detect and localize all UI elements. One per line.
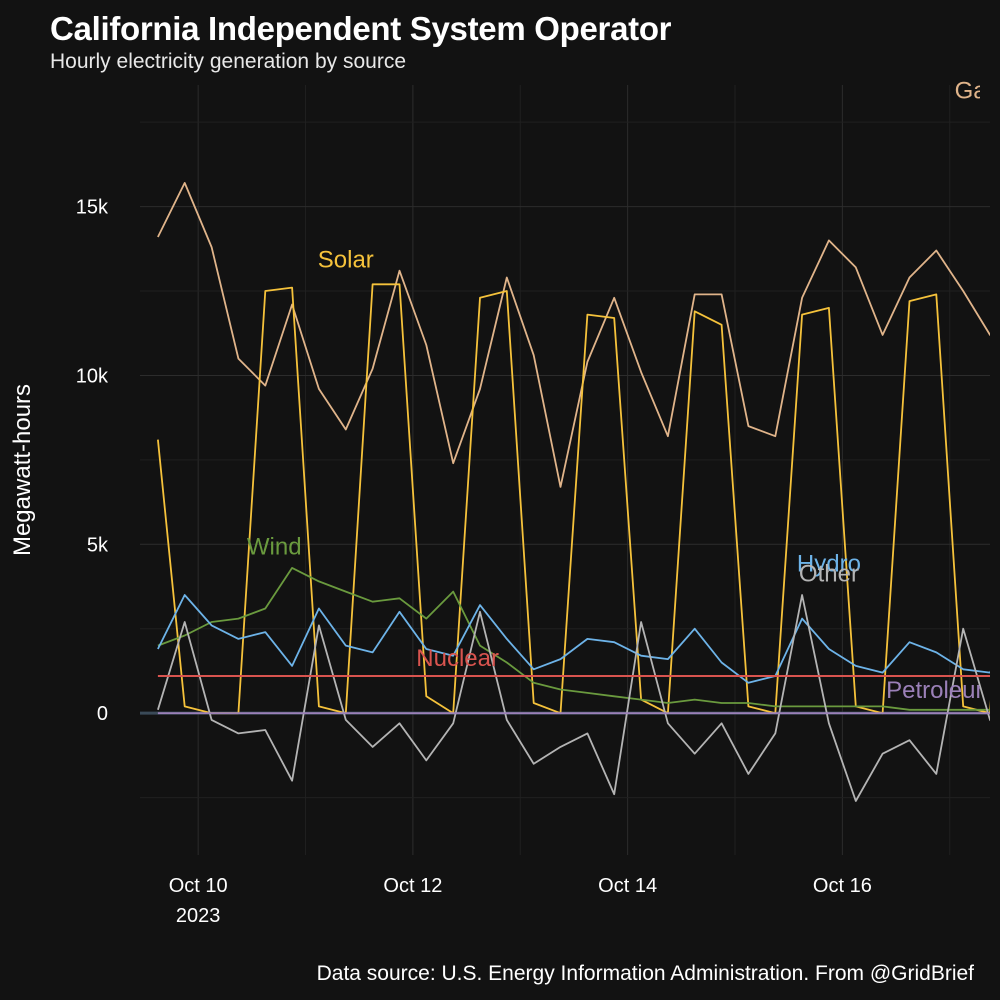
x-tick-label: Oct 14 [598,875,657,897]
x-tick-label: Oct 10 [169,875,228,897]
series-label-nuclear: Nuclear [416,645,499,672]
x-tick-label: Oct 12 [383,875,442,897]
series-lines [157,181,990,802]
y-tick-label: 15k [76,197,109,219]
x-tick-label: Oct 16 [813,875,872,897]
series-line-wind [157,567,990,711]
chart-subtitle: Hourly electricity generation by source [50,50,406,73]
series-line-gas [157,181,990,488]
y-tick-label: 5k [87,534,109,556]
series-label-wind: Wind [247,533,302,560]
x-tick-year: 2023 [176,905,221,927]
y-axis-label: Megawatt-hours [9,384,36,556]
series-line-other [157,594,990,802]
y-tick-label: 0 [97,703,108,725]
series-line-hydro [157,594,990,684]
y-tick-label: 10k [76,365,109,387]
axes: 0 5k 10k 15k Oct 10 2023 Oct 12 Oct 14 Oct 16 [76,197,872,927]
chart-title: California Independent System Operator [50,10,672,47]
series-line-solar [157,283,990,715]
series-label-petroleum: Petroleum [886,677,995,704]
series-label-solar: Solar [318,246,374,273]
data-source-note: Data source: U.S. Energy Information Adm… [316,962,974,985]
series-label-other: Other [799,560,859,587]
series-label-gas: Gas [955,78,999,105]
series-label-hydro: Hydro [797,550,861,577]
